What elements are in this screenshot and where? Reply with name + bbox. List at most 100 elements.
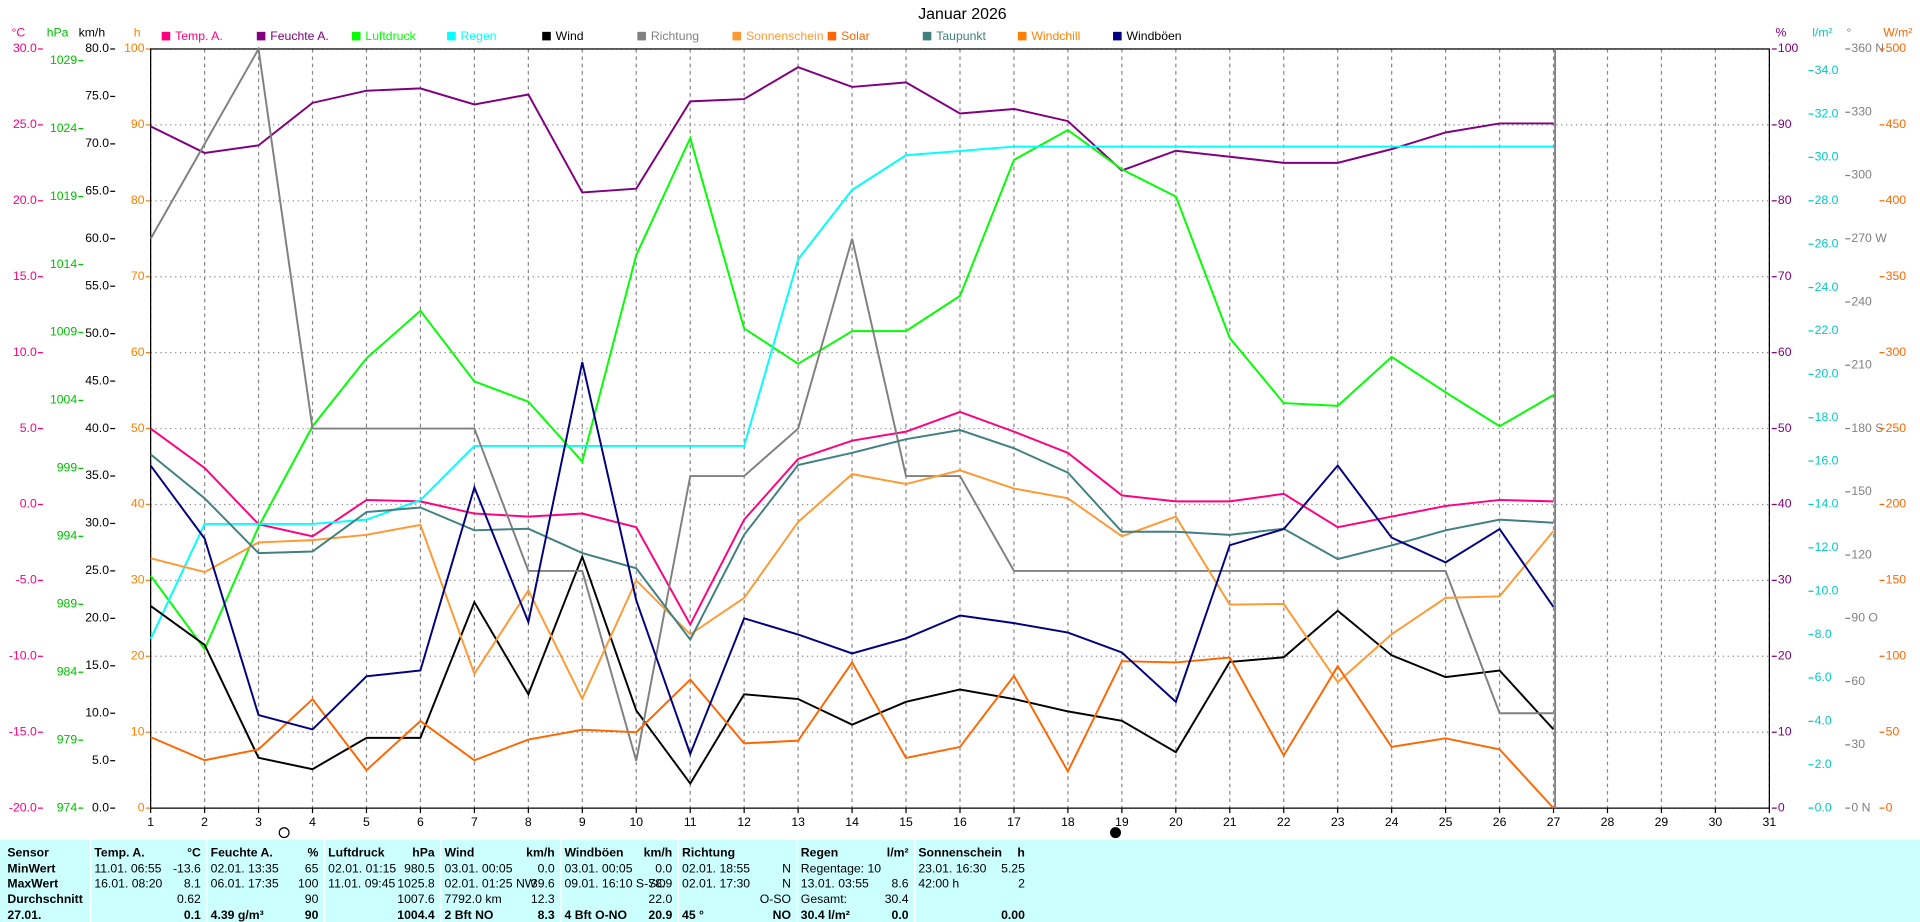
x-tick-label: 1 xyxy=(147,815,154,829)
x-tick-label: 17 xyxy=(1007,815,1021,829)
series-line xyxy=(149,145,1554,640)
table-cell: 30.4 xyxy=(885,892,909,906)
legend-swatch xyxy=(256,31,266,41)
table-cell: 39.6 xyxy=(531,876,555,890)
y-tick-label: 5.0 xyxy=(92,753,109,767)
stats-table: Sensor Temp. A. °C Feuchte A.% Luftdruck hPa W… xyxy=(7,839,1025,922)
x-tick-label: 16 xyxy=(953,815,967,829)
table-cell: Sensor xyxy=(7,846,49,860)
row-label: MaxWert xyxy=(7,876,58,890)
y-tick-label: 30.0 xyxy=(13,41,37,55)
table-cell: Luftdruck xyxy=(328,846,385,860)
y-tick-label: 75.0 xyxy=(85,89,109,103)
y-tick-label: 10 xyxy=(1778,724,1792,738)
y-tick-label: 35.0 xyxy=(85,468,109,482)
y-tick-label: 15.0 xyxy=(13,269,37,283)
x-tick-label: 4 xyxy=(309,815,316,829)
y-tick-label: 200 xyxy=(1886,497,1907,511)
y-tick-label: 12.0 xyxy=(1815,540,1839,554)
table-cell: Regen xyxy=(801,846,838,860)
x-tick-label: 22 xyxy=(1277,815,1291,829)
table-cell: 2 xyxy=(1018,876,1025,890)
x-tick-label: 20 xyxy=(1169,815,1183,829)
y-tick-label: -15.0 xyxy=(9,724,37,738)
table-cell: 02.01. 01:15 xyxy=(328,862,396,876)
y-tick-label: 2.0 xyxy=(1815,757,1832,771)
row-label: 27.01. xyxy=(7,908,41,922)
x-tick-label: 27 xyxy=(1547,815,1561,829)
y-tick-label: 18.0 xyxy=(1815,410,1839,424)
y-tick-label: 30 xyxy=(1778,573,1792,587)
table-cell: 0.62 xyxy=(177,892,201,906)
table-cell: % xyxy=(308,846,319,860)
legend-label: Sonnenschein xyxy=(746,29,824,43)
axis-unit: h xyxy=(134,25,141,39)
table-cell: 22.0 xyxy=(648,892,672,906)
table-cell: 4.39 g/m³ xyxy=(211,908,264,922)
y-tick-label: -20.0 xyxy=(9,800,37,814)
table-cell: 0.0 xyxy=(655,862,672,876)
table-cell: 03.01. 00:05 xyxy=(445,862,513,876)
y-tick-label: 14.0 xyxy=(1815,497,1839,511)
table-cell: 90 xyxy=(305,908,319,922)
table-cell: 02.01. 01:25 NW xyxy=(445,876,537,890)
x-tick-label: 29 xyxy=(1655,815,1669,829)
x-tick-label: 2 xyxy=(201,815,208,829)
x-tick-label: 19 xyxy=(1115,815,1129,829)
y-tick-label: -5.0 xyxy=(16,573,37,587)
y-tick-label: 180 S xyxy=(1851,421,1883,435)
table-cell: 1004.4 xyxy=(397,908,435,922)
x-tick-label: 30 xyxy=(1709,815,1723,829)
y-tick-label: 330 xyxy=(1851,104,1872,118)
row-label: MinWert xyxy=(7,862,55,876)
table-background xyxy=(0,839,1920,922)
x-tick-label: 13 xyxy=(791,815,805,829)
y-tick-label: 20.0 xyxy=(13,193,37,207)
table-cell: Windböen xyxy=(565,846,624,860)
table-cell: 02.01. 17:30 xyxy=(682,876,750,890)
series-line xyxy=(150,656,1555,809)
legend-swatch xyxy=(1017,31,1027,41)
chart-title: Januar 2026 xyxy=(918,6,1007,23)
y-tick-label: 974 xyxy=(57,800,78,814)
y-tick-label: 120 xyxy=(1851,547,1872,561)
table-cell: Temp. A. xyxy=(94,846,144,860)
y-tick-label: 979 xyxy=(57,732,78,746)
legend-swatch xyxy=(542,31,551,41)
legend-swatch xyxy=(922,31,932,41)
y-tick-label: 0.0 xyxy=(20,497,37,511)
table-cell: 0.0 xyxy=(538,862,555,876)
moon-new xyxy=(1109,827,1122,839)
table-cell: 16.01. 08:20 xyxy=(94,876,162,890)
y-tick-label: 60 xyxy=(131,345,145,359)
y-tick-label: 450 xyxy=(1886,117,1907,131)
table-cell: 78.9 xyxy=(648,876,672,890)
y-tick-label: 22.0 xyxy=(1815,323,1839,337)
table-cell: 8.3 xyxy=(538,908,555,922)
y-tick-label: 15.0 xyxy=(85,658,109,672)
y-tick-label: 40.0 xyxy=(85,421,109,435)
y-tick-label: 0 xyxy=(1886,800,1893,814)
y-tick-label: 60.0 xyxy=(85,231,109,245)
y-tick-label: 80.0 xyxy=(85,41,109,55)
y-tick-label: 50.0 xyxy=(85,326,109,340)
y-tick-label: 30.0 xyxy=(85,516,109,530)
y-tick-label: 0 xyxy=(138,800,145,814)
y-tick-label: 300 xyxy=(1886,345,1907,359)
table-cell: 2 Bft NO xyxy=(445,908,494,922)
legend-label: Windböen xyxy=(1127,29,1182,43)
y-tick-label: 0.0 xyxy=(1815,800,1832,814)
y-tick-label: 500 xyxy=(1886,41,1907,55)
y-tick-label: 70 xyxy=(1778,269,1792,283)
y-tick-label: 20.0 xyxy=(1815,367,1839,381)
moon-full xyxy=(278,827,290,839)
table-cell: -13.6 xyxy=(173,862,201,876)
y-tick-label: 10.0 xyxy=(13,345,37,359)
table-cell: 1007.6 xyxy=(397,892,435,906)
axis-unit: % xyxy=(1775,25,1786,39)
y-tick-label: 25.0 xyxy=(85,563,109,577)
y-tick-label: 55.0 xyxy=(85,278,109,292)
x-tick-label: 5 xyxy=(363,815,370,829)
y-tick-label: 6.0 xyxy=(1815,670,1832,684)
